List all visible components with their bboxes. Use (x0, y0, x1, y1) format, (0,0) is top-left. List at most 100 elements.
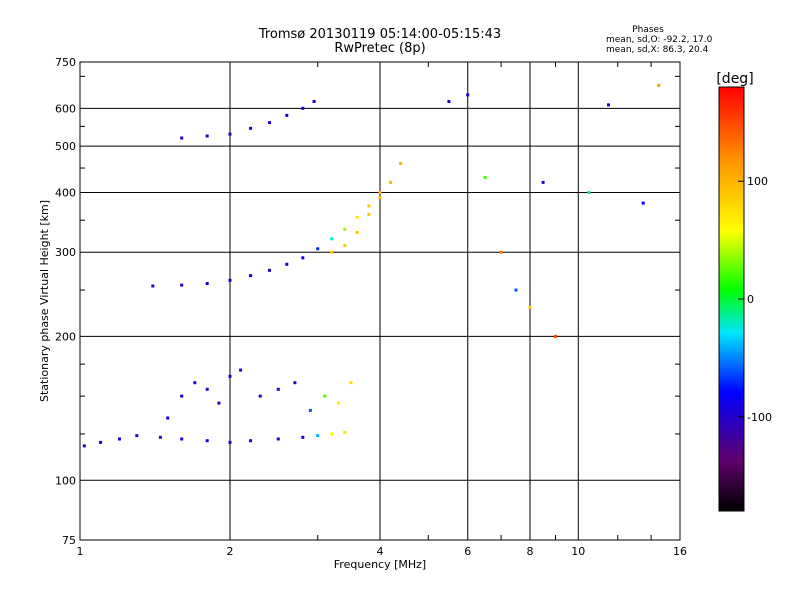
data-point (293, 381, 297, 385)
data-point (276, 387, 280, 391)
data-point (118, 437, 121, 441)
y-tick-label: 400 (55, 186, 76, 199)
grid-lines (79, 62, 681, 540)
data-point (367, 204, 371, 208)
y-tick-label: 750 (55, 56, 76, 69)
data-point (205, 439, 209, 443)
data-point (217, 401, 221, 405)
data-point (276, 437, 280, 441)
data-point (301, 106, 305, 110)
data-point (249, 439, 253, 443)
data-point (447, 100, 451, 103)
data-point (180, 437, 184, 441)
x-tick-label: 8 (527, 545, 534, 558)
data-point (249, 126, 253, 130)
data-point (99, 440, 103, 444)
data-point (258, 394, 262, 398)
chart-subtitle: RwPretec (8p) (334, 41, 425, 56)
data-point (499, 250, 503, 254)
data-point (316, 247, 320, 251)
data-point (180, 283, 184, 287)
data-point (330, 250, 334, 254)
data-point (336, 401, 340, 405)
data-point (378, 191, 382, 194)
data-point (301, 256, 305, 260)
legend-x-stats: mean, sd,X: 86.3, 20.4 (606, 45, 709, 55)
data-point (343, 430, 347, 434)
x-tick-label: 2 (227, 545, 234, 558)
data-point (528, 305, 532, 309)
data-point (378, 196, 382, 200)
data-point (82, 444, 86, 448)
x-tick-label: 10 (571, 545, 585, 558)
axis-ticks: 1 2 4 6 8 10 16 75 100 200 300 400 500 600 750 (55, 56, 687, 558)
data-points (82, 83, 661, 448)
colorbar-label: [deg] (716, 71, 753, 87)
data-point (316, 434, 320, 438)
data-point (158, 435, 162, 439)
data-point (228, 374, 232, 378)
data-point (355, 215, 359, 219)
data-point (249, 274, 253, 278)
colorbar-tick-label: 0 (747, 293, 754, 306)
data-point (135, 434, 139, 438)
data-point (607, 103, 610, 107)
data-point (180, 136, 184, 140)
legend-o-stats: mean, sd,O: -92.2, 17.0 (606, 35, 713, 45)
data-point (483, 176, 487, 179)
data-point (193, 381, 197, 385)
y-tick-label: 200 (55, 330, 76, 343)
data-point (349, 381, 353, 385)
data-point (308, 408, 312, 412)
data-point (466, 93, 470, 97)
data-point (323, 394, 327, 398)
data-point (355, 230, 359, 234)
data-point (389, 180, 393, 184)
data-point (228, 132, 232, 136)
data-point (541, 180, 545, 184)
y-tick-label: 300 (55, 246, 76, 259)
data-point (180, 394, 184, 398)
data-point (268, 268, 271, 272)
x-tick-label: 16 (673, 545, 687, 558)
data-point (312, 100, 316, 103)
colorbar-tick-label: -100 (747, 411, 772, 424)
chart-title: Tromsø 20130119 05:14:00-05:15:43 (258, 27, 501, 42)
data-point (399, 162, 403, 165)
y-tick-label: 500 (55, 140, 76, 153)
colorbar-tick-label: 100 (747, 175, 768, 188)
y-tick-label: 600 (55, 102, 76, 115)
x-tick-label: 6 (464, 545, 471, 558)
data-point (587, 191, 591, 194)
data-point (205, 387, 209, 391)
x-axis-label: Frequency [MHz] (334, 558, 426, 571)
data-point (641, 201, 645, 205)
colorbar-ticks: 100 0 -100 (738, 175, 772, 424)
data-point (301, 435, 305, 439)
data-point (228, 440, 232, 444)
legend-title: Phases (632, 25, 664, 35)
y-axis-label: Stationary phase Virtual Height [km] (38, 200, 51, 402)
data-point (151, 284, 155, 288)
data-point (330, 237, 334, 241)
data-point (166, 416, 170, 420)
data-point (228, 278, 232, 282)
data-point (657, 83, 661, 87)
y-tick-label: 75 (62, 534, 76, 547)
data-point (343, 227, 347, 231)
data-point (268, 121, 271, 125)
data-point (367, 212, 371, 216)
data-point (343, 243, 347, 247)
y-tick-label: 100 (55, 474, 76, 487)
data-point (554, 334, 557, 338)
x-tick-label: 4 (377, 545, 384, 558)
data-point (205, 282, 209, 285)
data-point (285, 262, 289, 266)
x-tick-label: 1 (77, 545, 84, 558)
data-point (205, 134, 209, 138)
data-point (285, 113, 289, 117)
data-point (514, 288, 518, 292)
data-point (239, 368, 243, 372)
data-point (330, 432, 334, 436)
